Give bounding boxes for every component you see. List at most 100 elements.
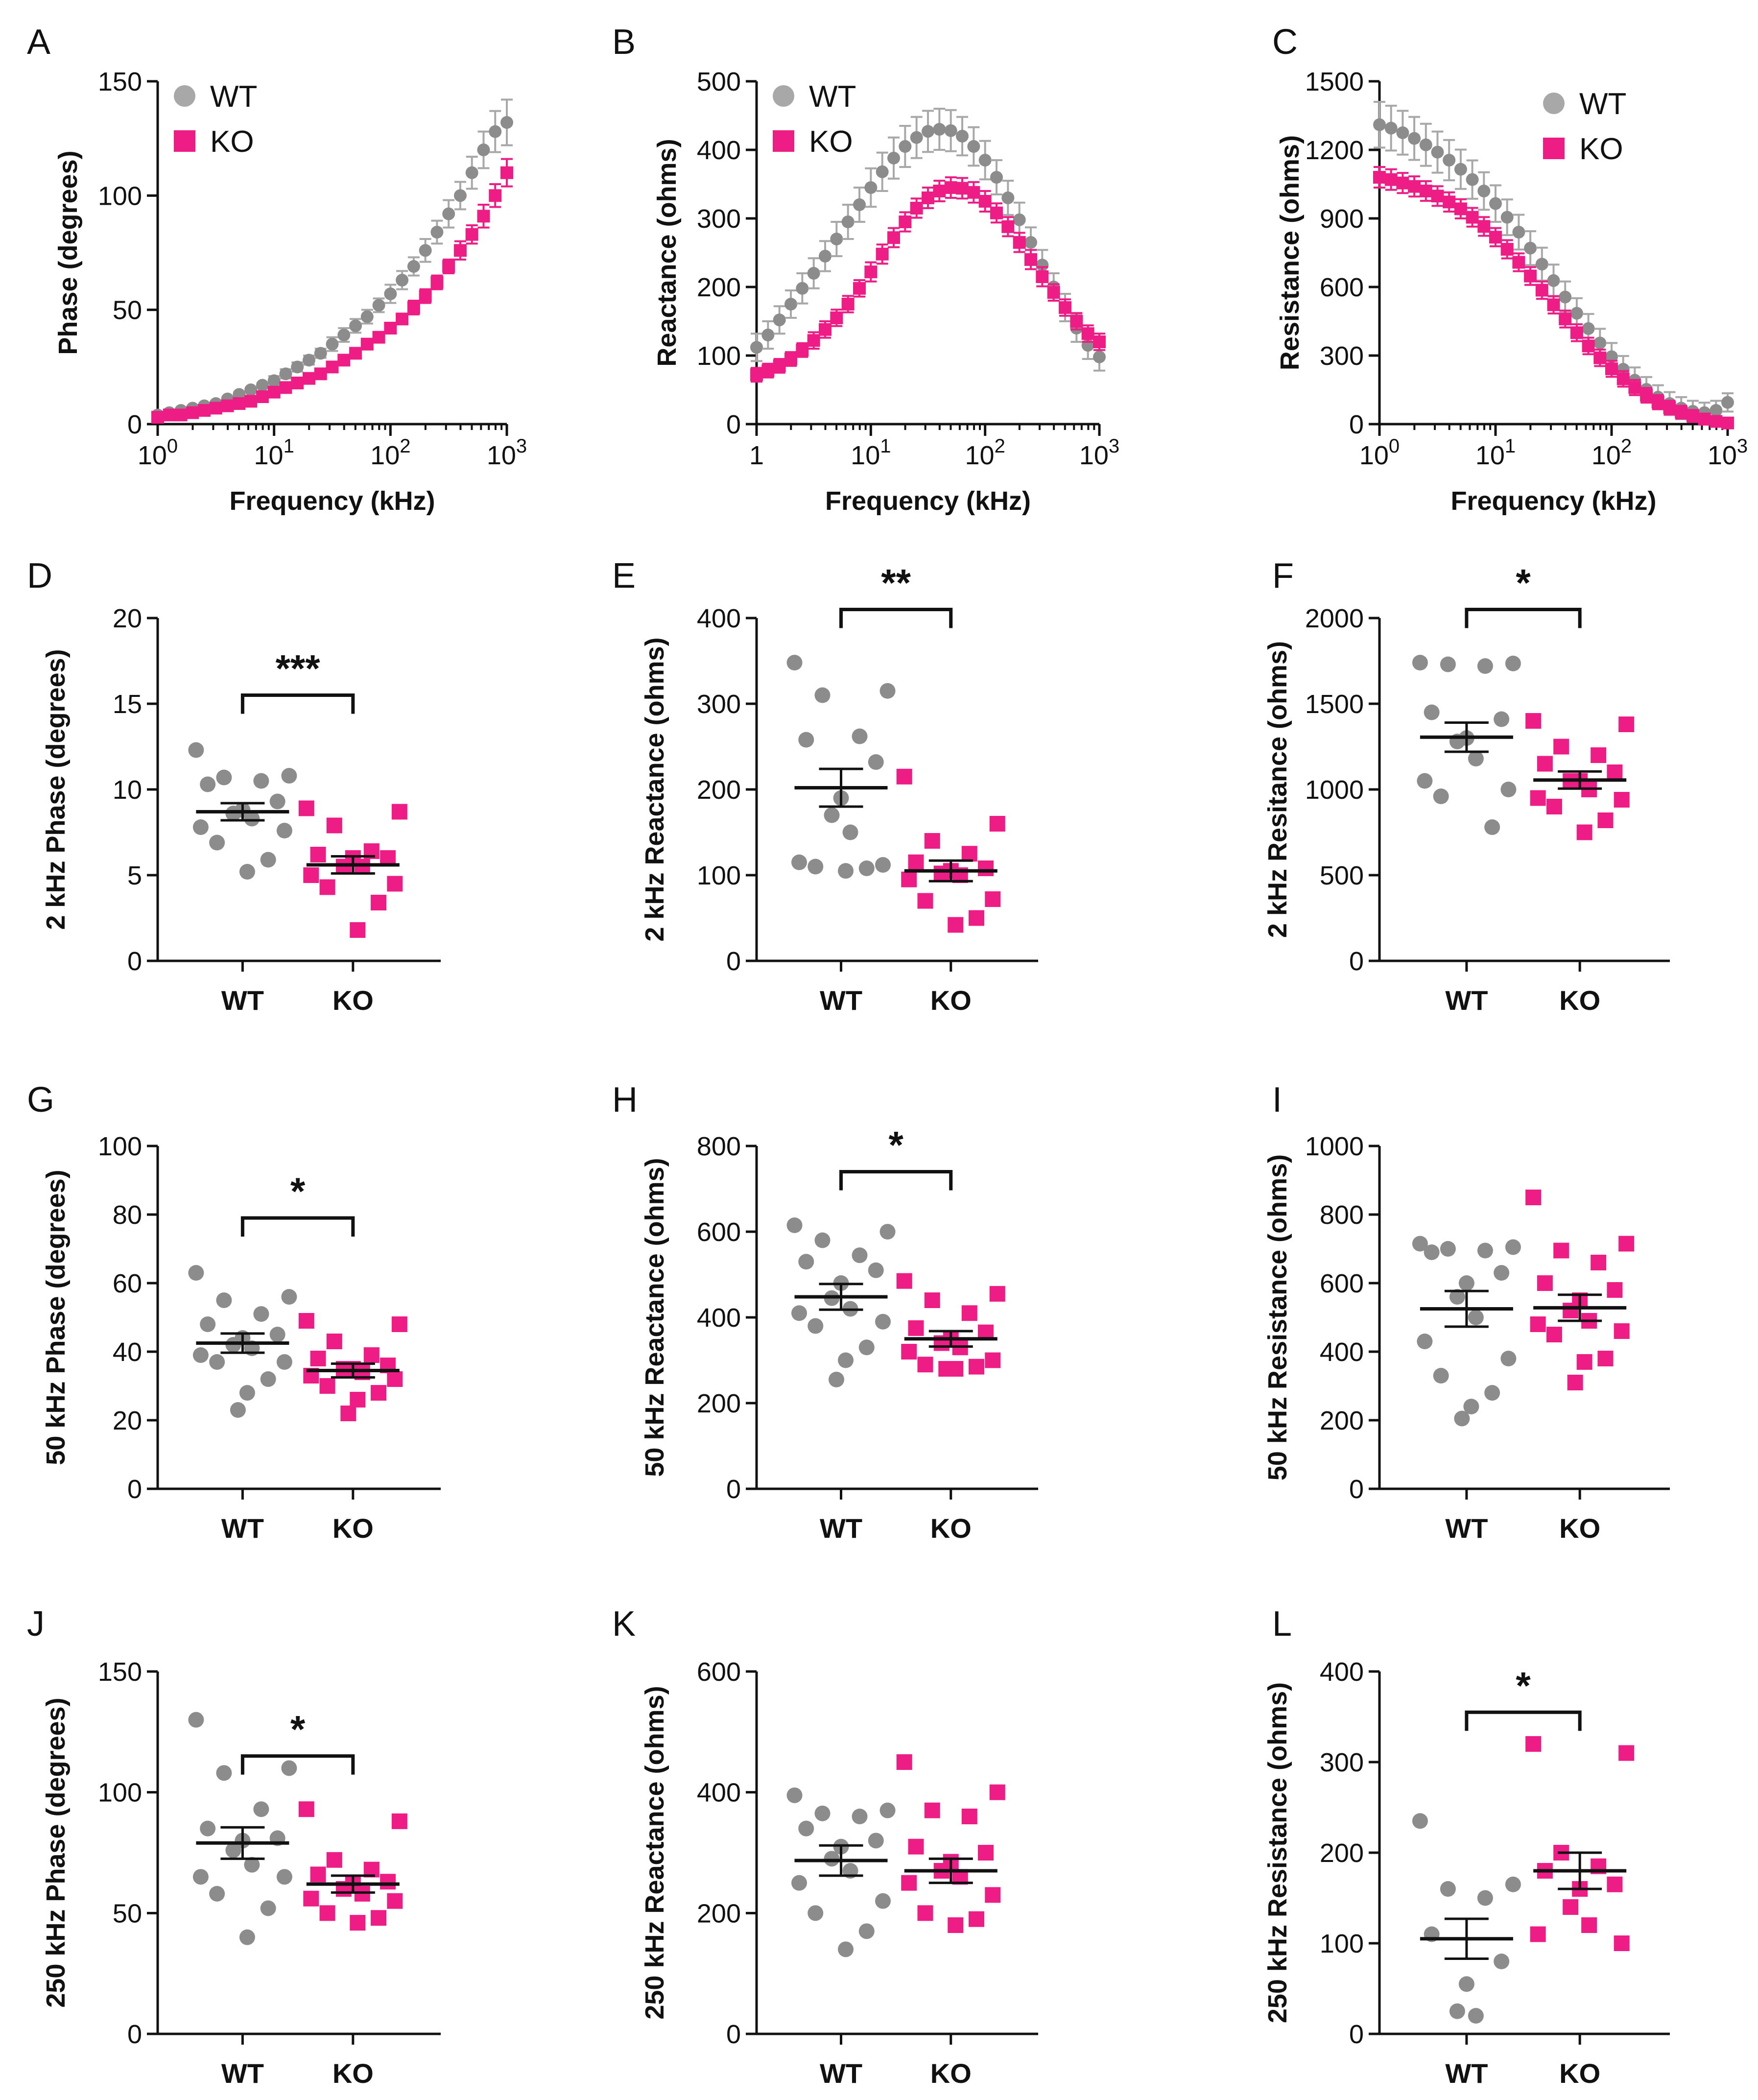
group-wt bbox=[786, 655, 896, 879]
data-point bbox=[209, 835, 225, 851]
x-axis-title: Frequency (kHz) bbox=[229, 486, 435, 516]
y-tick-label: 800 bbox=[697, 1132, 741, 1161]
data-point bbox=[969, 910, 984, 926]
y-tick-label: 100 bbox=[98, 1778, 142, 1808]
data-point bbox=[967, 140, 980, 153]
group-ko bbox=[1525, 1736, 1635, 1951]
data-point bbox=[1614, 792, 1630, 808]
data-point bbox=[852, 1809, 868, 1824]
data-point bbox=[314, 367, 327, 381]
data-point bbox=[384, 322, 397, 334]
x-tick-label: 102 bbox=[965, 435, 1005, 470]
y-tick-label: 200 bbox=[697, 775, 741, 805]
x-tick-label: 101 bbox=[1475, 435, 1516, 470]
x-tick-label: 100 bbox=[138, 435, 178, 470]
data-point bbox=[372, 331, 385, 344]
data-point bbox=[750, 368, 763, 382]
data-point bbox=[879, 1224, 896, 1240]
y-tick-label: 500 bbox=[1320, 861, 1364, 890]
y-tick-label: 400 bbox=[697, 1303, 741, 1333]
data-point bbox=[244, 1857, 260, 1873]
data-point bbox=[876, 165, 889, 178]
data-point bbox=[924, 833, 940, 849]
data-point bbox=[969, 1911, 984, 1927]
data-point bbox=[1651, 396, 1664, 409]
data-point bbox=[990, 206, 1003, 219]
data-point bbox=[852, 728, 868, 744]
y-tick-label: 0 bbox=[1349, 1475, 1364, 1504]
group-wt bbox=[188, 1265, 297, 1418]
data-point bbox=[798, 732, 814, 748]
data-point bbox=[1458, 1976, 1474, 1992]
data-point bbox=[807, 334, 820, 347]
data-point bbox=[901, 871, 917, 887]
y-tick-label: 0 bbox=[127, 1475, 142, 1504]
significance-stars: * bbox=[290, 1708, 306, 1751]
data-point bbox=[989, 816, 1005, 832]
y-tick-label: 1500 bbox=[1305, 67, 1364, 96]
data-point bbox=[1424, 704, 1440, 720]
data-point bbox=[1597, 1351, 1614, 1366]
significance-bracket bbox=[1465, 608, 1582, 628]
data-point bbox=[879, 683, 896, 699]
data-point bbox=[1505, 1876, 1521, 1892]
data-point bbox=[1440, 1881, 1456, 1897]
data-point bbox=[852, 1247, 868, 1264]
data-point bbox=[360, 337, 374, 351]
category-label-wt: WT bbox=[820, 1513, 862, 1544]
data-point bbox=[1440, 1241, 1456, 1257]
data-point bbox=[1525, 713, 1542, 729]
data-point bbox=[786, 1217, 803, 1233]
data-point bbox=[773, 313, 786, 327]
data-point bbox=[384, 287, 397, 300]
data-point bbox=[875, 1313, 891, 1330]
data-point bbox=[1468, 1310, 1484, 1325]
data-point bbox=[477, 210, 490, 223]
data-point bbox=[407, 260, 420, 273]
data-point bbox=[186, 406, 199, 419]
y-tick-label: 300 bbox=[1320, 341, 1364, 371]
data-point bbox=[896, 1273, 912, 1289]
data-point bbox=[1591, 747, 1607, 763]
data-point bbox=[864, 265, 878, 279]
data-point bbox=[899, 215, 912, 228]
data-point bbox=[791, 1305, 807, 1321]
data-point bbox=[1484, 1385, 1500, 1401]
y-tick-label: 200 bbox=[697, 1389, 741, 1418]
data-point bbox=[1477, 1242, 1493, 1259]
y-tick-label: 600 bbox=[697, 1217, 741, 1247]
data-point bbox=[1663, 401, 1676, 414]
data-point bbox=[1500, 243, 1514, 256]
y-axis-title: 2 kHz Phase (degrees) bbox=[41, 649, 71, 930]
data-point bbox=[279, 381, 292, 394]
data-point bbox=[933, 185, 946, 197]
y-tick-label: 50 bbox=[113, 296, 142, 325]
data-point bbox=[1047, 286, 1060, 299]
y-axis-title: 250 kHz Reactance (ohms) bbox=[640, 1686, 669, 2019]
data-point bbox=[1449, 1289, 1465, 1305]
data-point bbox=[1024, 253, 1037, 266]
data-point bbox=[1463, 1399, 1479, 1414]
category-label-wt: WT bbox=[221, 1513, 264, 1544]
legend-label-wt: WT bbox=[809, 80, 856, 114]
data-point bbox=[1477, 658, 1493, 674]
y-tick-label: 0 bbox=[726, 947, 741, 976]
y-tick-label: 500 bbox=[697, 67, 741, 96]
data-point bbox=[239, 864, 255, 880]
data-point bbox=[830, 233, 843, 245]
data-point bbox=[396, 312, 409, 326]
data-point bbox=[1675, 406, 1688, 419]
data-point bbox=[824, 807, 840, 823]
y-tick-label: 400 bbox=[697, 136, 741, 165]
category-label-wt: WT bbox=[1445, 2058, 1488, 2089]
data-point bbox=[387, 876, 403, 892]
significance-bracket bbox=[1465, 1710, 1582, 1731]
data-point bbox=[1546, 799, 1562, 814]
data-point bbox=[1505, 1239, 1521, 1255]
data-point bbox=[989, 1784, 1005, 1800]
data-point bbox=[1431, 190, 1444, 203]
category-label-ko: KO bbox=[1559, 2058, 1600, 2089]
data-point bbox=[829, 1371, 844, 1387]
data-point bbox=[1618, 1745, 1635, 1761]
data-point bbox=[1607, 764, 1623, 780]
